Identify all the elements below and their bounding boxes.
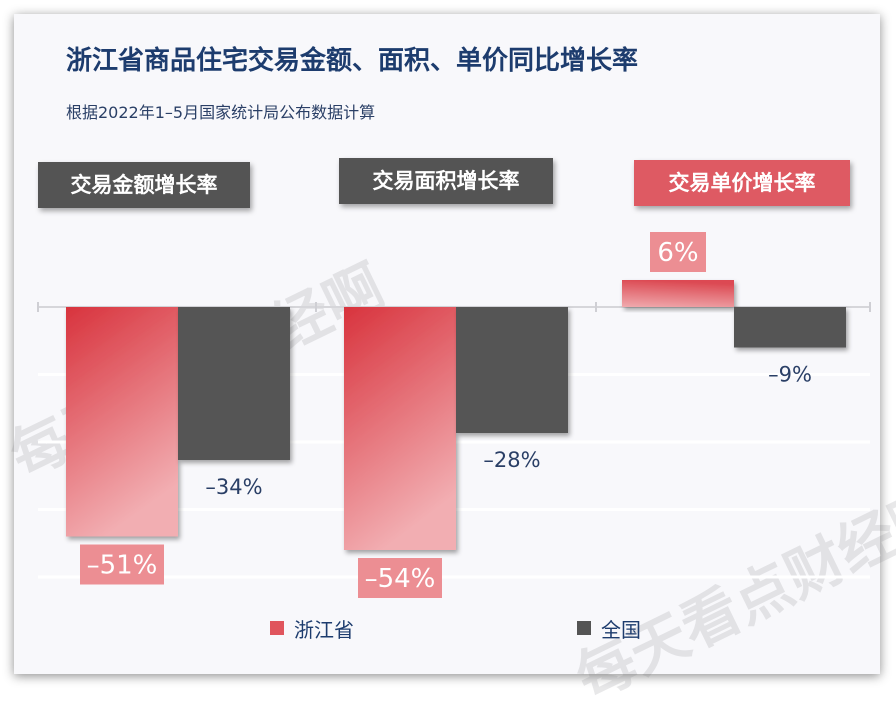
bar-zhejiang-2 <box>622 280 734 307</box>
bar-chart: –51% –54% 6% –34% –28% –9% <box>37 232 871 598</box>
panel-label-amount: 交易金额增长率 <box>38 162 250 208</box>
legend-swatch-national <box>577 621 591 635</box>
panel-label-area: 交易面积增长率 <box>339 158 553 204</box>
bar-national-0 <box>178 307 290 460</box>
panel-label-price: 交易单价增长率 <box>634 160 850 206</box>
bar-zhejiang-0 <box>66 307 178 537</box>
data-label-national-0: –34% <box>205 475 262 499</box>
bar-national-2 <box>734 307 846 348</box>
legend-label-national: 全国 <box>601 617 641 642</box>
bar-zhejiang-1 <box>344 307 456 550</box>
chart-subtitle: 根据2022年1–5月国家统计局公布数据计算 <box>66 103 376 122</box>
legend-national: 全国 <box>577 616 641 642</box>
bar-national-1 <box>456 307 568 433</box>
data-label-box-zhejiang-1 <box>358 558 442 598</box>
data-label-box-zhejiang-0 <box>80 544 164 585</box>
data-label-national-2: –9% <box>768 363 812 387</box>
chart-title: 浙江省商品住宅交易金额、面积、单价同比增长率 <box>66 46 639 76</box>
data-label-box-zhejiang-2 <box>650 232 706 272</box>
legend-swatch-zhejiang <box>270 621 284 635</box>
legend-label-zhejiang: 浙江省 <box>294 617 354 642</box>
legend-zhejiang: 浙江省 <box>270 616 354 642</box>
data-label-zhejiang-0: –51% <box>87 551 158 581</box>
data-label-national-1: –28% <box>483 448 540 472</box>
data-label-zhejiang-1: –54% <box>365 564 436 594</box>
data-label-zhejiang-2: 6% <box>657 238 698 268</box>
